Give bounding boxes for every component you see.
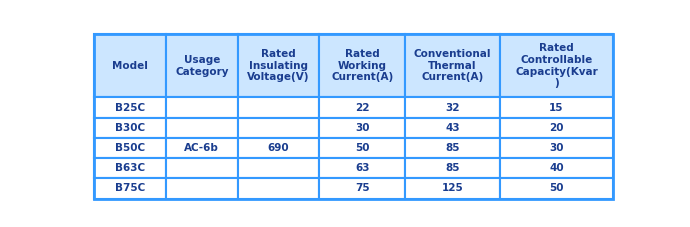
Text: Rated
Insulating
Voltage(V): Rated Insulating Voltage(V) <box>247 49 310 82</box>
Bar <box>238 158 319 178</box>
Bar <box>166 97 238 118</box>
Text: 50: 50 <box>549 183 564 193</box>
Text: 30: 30 <box>549 143 564 153</box>
Bar <box>238 178 319 199</box>
Text: 20: 20 <box>549 123 564 133</box>
Bar <box>500 178 613 199</box>
Text: Model: Model <box>112 61 148 71</box>
Bar <box>405 138 500 158</box>
Bar <box>405 118 500 138</box>
Text: Rated
Working
Current(A): Rated Working Current(A) <box>331 49 393 82</box>
Bar <box>319 178 405 199</box>
Text: 40: 40 <box>549 163 564 173</box>
Bar <box>95 138 166 158</box>
Bar <box>95 97 166 118</box>
Bar <box>166 34 238 97</box>
Text: AC-6b: AC-6b <box>184 143 219 153</box>
Bar <box>238 97 319 118</box>
Text: 75: 75 <box>355 183 369 193</box>
Bar <box>319 118 405 138</box>
Bar <box>500 34 613 97</box>
Text: Rated
Controllable
Capacity(Kvar
): Rated Controllable Capacity(Kvar ) <box>515 43 598 88</box>
Bar <box>95 118 166 138</box>
Bar <box>405 178 500 199</box>
Bar <box>238 138 319 158</box>
Bar <box>238 34 319 97</box>
Bar <box>95 158 166 178</box>
Text: 85: 85 <box>445 143 460 153</box>
Bar <box>500 97 613 118</box>
Bar <box>319 158 405 178</box>
Bar <box>95 34 166 97</box>
Bar <box>319 97 405 118</box>
Bar <box>166 118 238 138</box>
Bar <box>405 158 500 178</box>
Text: 15: 15 <box>549 103 564 113</box>
Text: 690: 690 <box>268 143 289 153</box>
Text: Conventional
Thermal
Current(A): Conventional Thermal Current(A) <box>413 49 491 82</box>
Text: 30: 30 <box>355 123 369 133</box>
Bar <box>238 118 319 138</box>
Text: B75C: B75C <box>115 183 146 193</box>
Text: 43: 43 <box>445 123 460 133</box>
Text: 50: 50 <box>355 143 369 153</box>
Text: B63C: B63C <box>115 163 145 173</box>
Text: 125: 125 <box>442 183 463 193</box>
Bar <box>319 138 405 158</box>
Text: 85: 85 <box>445 163 460 173</box>
Text: 32: 32 <box>445 103 460 113</box>
Text: 63: 63 <box>355 163 369 173</box>
Text: 22: 22 <box>355 103 369 113</box>
Text: B50C: B50C <box>115 143 145 153</box>
Bar <box>500 118 613 138</box>
Bar <box>500 158 613 178</box>
Bar <box>95 178 166 199</box>
Bar <box>166 178 238 199</box>
Bar <box>319 34 405 97</box>
Bar <box>405 97 500 118</box>
Text: B25C: B25C <box>115 103 145 113</box>
Text: B30C: B30C <box>115 123 145 133</box>
Bar <box>166 138 238 158</box>
Bar <box>405 34 500 97</box>
Bar <box>166 158 238 178</box>
Text: Usage
Category: Usage Category <box>175 55 228 77</box>
Bar <box>500 138 613 158</box>
